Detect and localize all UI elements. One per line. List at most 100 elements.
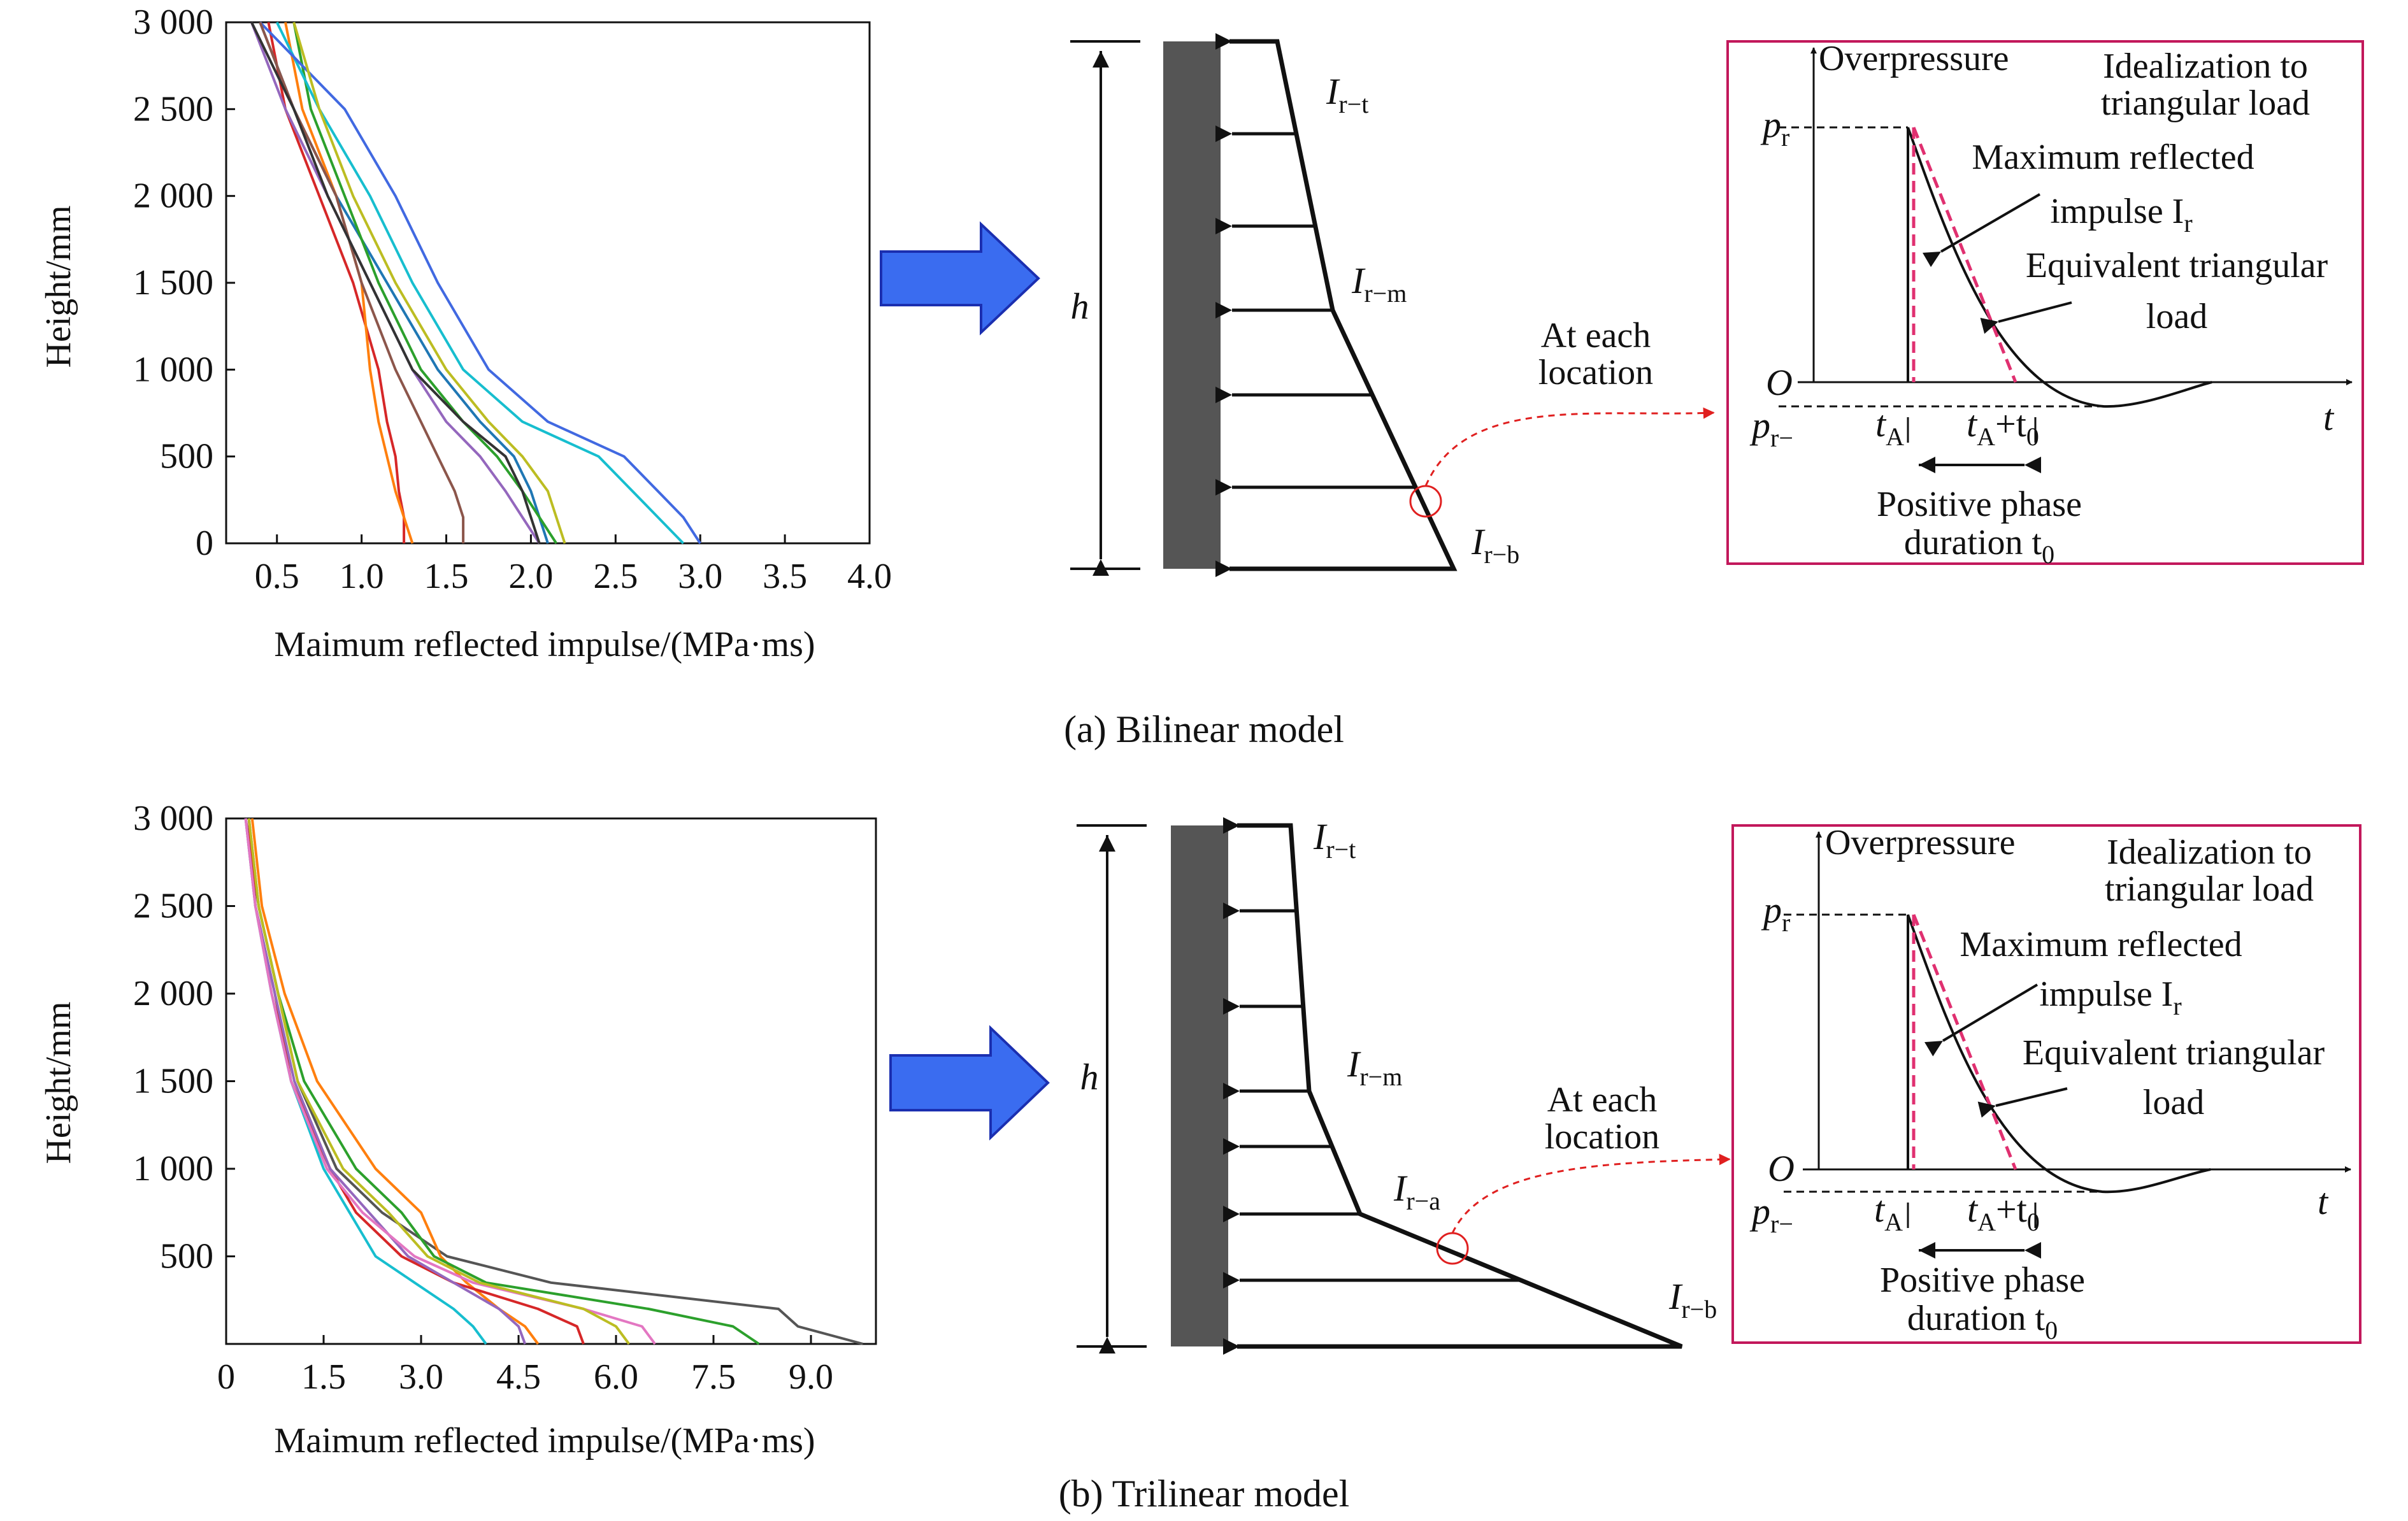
y-tick-label: 2 500 — [133, 89, 213, 129]
chart-b-x-ticks: 0 1.5 3.0 4.5 6.0 7.5 9.0 — [217, 1335, 833, 1397]
series-line-7 — [259, 22, 465, 543]
y-tick-label: 1 500 — [133, 263, 213, 303]
connector-a — [1424, 407, 1715, 487]
inset-b-frame — [1731, 824, 2361, 1344]
y-tick-label: 3 000 — [133, 3, 213, 42]
max-impulse-b-2: impulse Ir — [2039, 975, 2181, 1020]
x-tick-label: 7.5 — [691, 1357, 736, 1397]
t-axis-a: t — [2323, 397, 2335, 438]
y-tick-label: 500 — [160, 1237, 213, 1276]
pressure-curve-a — [1907, 127, 2212, 408]
x-tick-label: 2.0 — [508, 557, 553, 596]
y-tick-label: 2 000 — [133, 974, 213, 1013]
caption-a: (a) Bilinear model — [1064, 708, 1344, 750]
x-tick-label: 3.5 — [763, 557, 807, 596]
arrow-a — [880, 221, 1040, 336]
series-line-2 — [284, 22, 414, 544]
h-label-a: h — [1071, 285, 1089, 327]
max-impulse-b-1: Maximum reflected — [1960, 925, 2242, 964]
label-ira-b: Ir−a — [1393, 1168, 1440, 1215]
x-tick-label: 4.0 — [847, 557, 892, 596]
x-tick-label: 3.0 — [399, 1357, 443, 1397]
chart-b-xlabel: Maimum reflected impulse/(MPa·ms) — [274, 1421, 815, 1460]
wall-a — [1163, 41, 1221, 569]
connector-b — [1451, 1153, 1731, 1234]
chart-b-ylabel: Height/mm — [39, 1001, 78, 1164]
at-each-b-1: At each — [1547, 1080, 1658, 1120]
series-line-5 — [275, 22, 685, 545]
series-line-8 — [247, 818, 631, 1345]
chart-b-series — [244, 818, 864, 1345]
load-arrows-b — [1223, 817, 1682, 1355]
y-tick-label: 3 000 — [133, 799, 213, 838]
y-tick-label: 1 000 — [133, 1149, 213, 1189]
x-tick-label: 3.0 — [678, 557, 722, 596]
origin-a: O — [1766, 362, 1793, 403]
series-line-4 — [247, 818, 585, 1345]
h-label-b: h — [1080, 1056, 1099, 1097]
prm-a: pr− — [1749, 404, 1793, 452]
label-irm-b: Ir−m — [1347, 1043, 1402, 1091]
series-line-1 — [244, 818, 864, 1345]
series-line-6 — [259, 21, 701, 545]
x-tick-label: 1.0 — [340, 557, 384, 596]
duration-b-1: Positive phase — [1880, 1260, 2085, 1300]
x-tick-label: 6.0 — [594, 1357, 638, 1397]
idealization-b-1: Idealization to — [2107, 832, 2312, 872]
arrow-b — [889, 1025, 1050, 1141]
series-line-4 — [292, 22, 557, 545]
y-tick-label: 2 500 — [133, 887, 213, 926]
pressure-curve-b — [1907, 914, 2211, 1194]
equiv-triangle-b — [1912, 914, 2017, 1170]
y-tick-label: 1 500 — [133, 1062, 213, 1101]
idealization-a-1: Idealization to — [2103, 46, 2308, 86]
equiv-b-2: load — [2143, 1083, 2204, 1122]
y-tick-label: 1 000 — [133, 350, 213, 389]
chart-a-x-ticks: 0.5 1.0 1.5 2.0 2.5 3.0 3.5 4.0 — [255, 534, 892, 596]
overpressure-a: Overpressure — [1819, 39, 2009, 78]
idealization-a-2: triangular load — [2101, 83, 2310, 123]
x-tick-label: 0.5 — [255, 557, 299, 596]
equiv-a-2: load — [2146, 297, 2207, 336]
x-tick-label: 1.5 — [301, 1357, 346, 1397]
equiv-a-1: Equivalent triangular — [2026, 246, 2328, 285]
x-tick-label: 0 — [217, 1357, 235, 1397]
equiv-b-1: Equivalent triangular — [2023, 1033, 2325, 1073]
y-tick-label: 500 — [160, 437, 213, 476]
ta-b: tA — [1874, 1189, 1903, 1236]
series-line-9 — [292, 22, 566, 544]
wall-b — [1171, 825, 1228, 1346]
at-each-b-2: location — [1545, 1117, 1659, 1157]
ta-t0-a: tA+t0 — [1967, 403, 2039, 451]
trilinear-model: h Ir−t Ir−m Ir−a Ir−b At each location — [1077, 816, 1731, 1355]
label-irt-b: Ir−t — [1313, 816, 1356, 864]
origin-b: O — [1768, 1148, 1795, 1189]
inset-a-frame — [1726, 40, 2364, 565]
x-tick-label: 2.5 — [593, 557, 638, 596]
series-line-10 — [250, 22, 541, 544]
series-line-1 — [267, 22, 406, 543]
chart-b: 3 000 2 500 2 000 1 500 1 000 500 0 1.5 3.0 4.5 6… — [39, 799, 877, 1460]
label-irm-a: Ir−m — [1351, 260, 1407, 308]
chart-a: 3 000 2 500 2 000 1 500 1 000 500 0 0.5 1.0 1.5 2… — [39, 3, 892, 664]
y-tick-label: 2 000 — [133, 176, 213, 216]
max-impulse-a-1: Maximum reflected — [1972, 138, 2254, 177]
idealization-b-2: triangular load — [2105, 869, 2314, 909]
x-tick-label: 1.5 — [424, 557, 469, 596]
at-each-a-2: location — [1538, 353, 1653, 392]
chart-b-y-ticks: 3 000 2 500 2 000 1 500 1 000 500 — [133, 799, 235, 1276]
series-line-8 — [250, 22, 541, 545]
series-line-2 — [250, 818, 540, 1345]
label-irb-b: Ir−b — [1668, 1276, 1717, 1324]
inset-b: Overpressure Idealization to triangular … — [1731, 823, 2361, 1345]
chart-a-series — [250, 21, 701, 545]
prm-b: pr− — [1749, 1190, 1793, 1238]
series-line-6 — [244, 818, 527, 1345]
duration-a-2: duration t0 — [1904, 523, 2054, 569]
series-line-3 — [247, 818, 760, 1345]
x-tick-label: 4.5 — [496, 1357, 541, 1397]
ta-a: tA — [1875, 403, 1904, 451]
caption-b: (b) Trilinear model — [1059, 1473, 1350, 1515]
label-irb-a: Ir−b — [1471, 521, 1519, 569]
